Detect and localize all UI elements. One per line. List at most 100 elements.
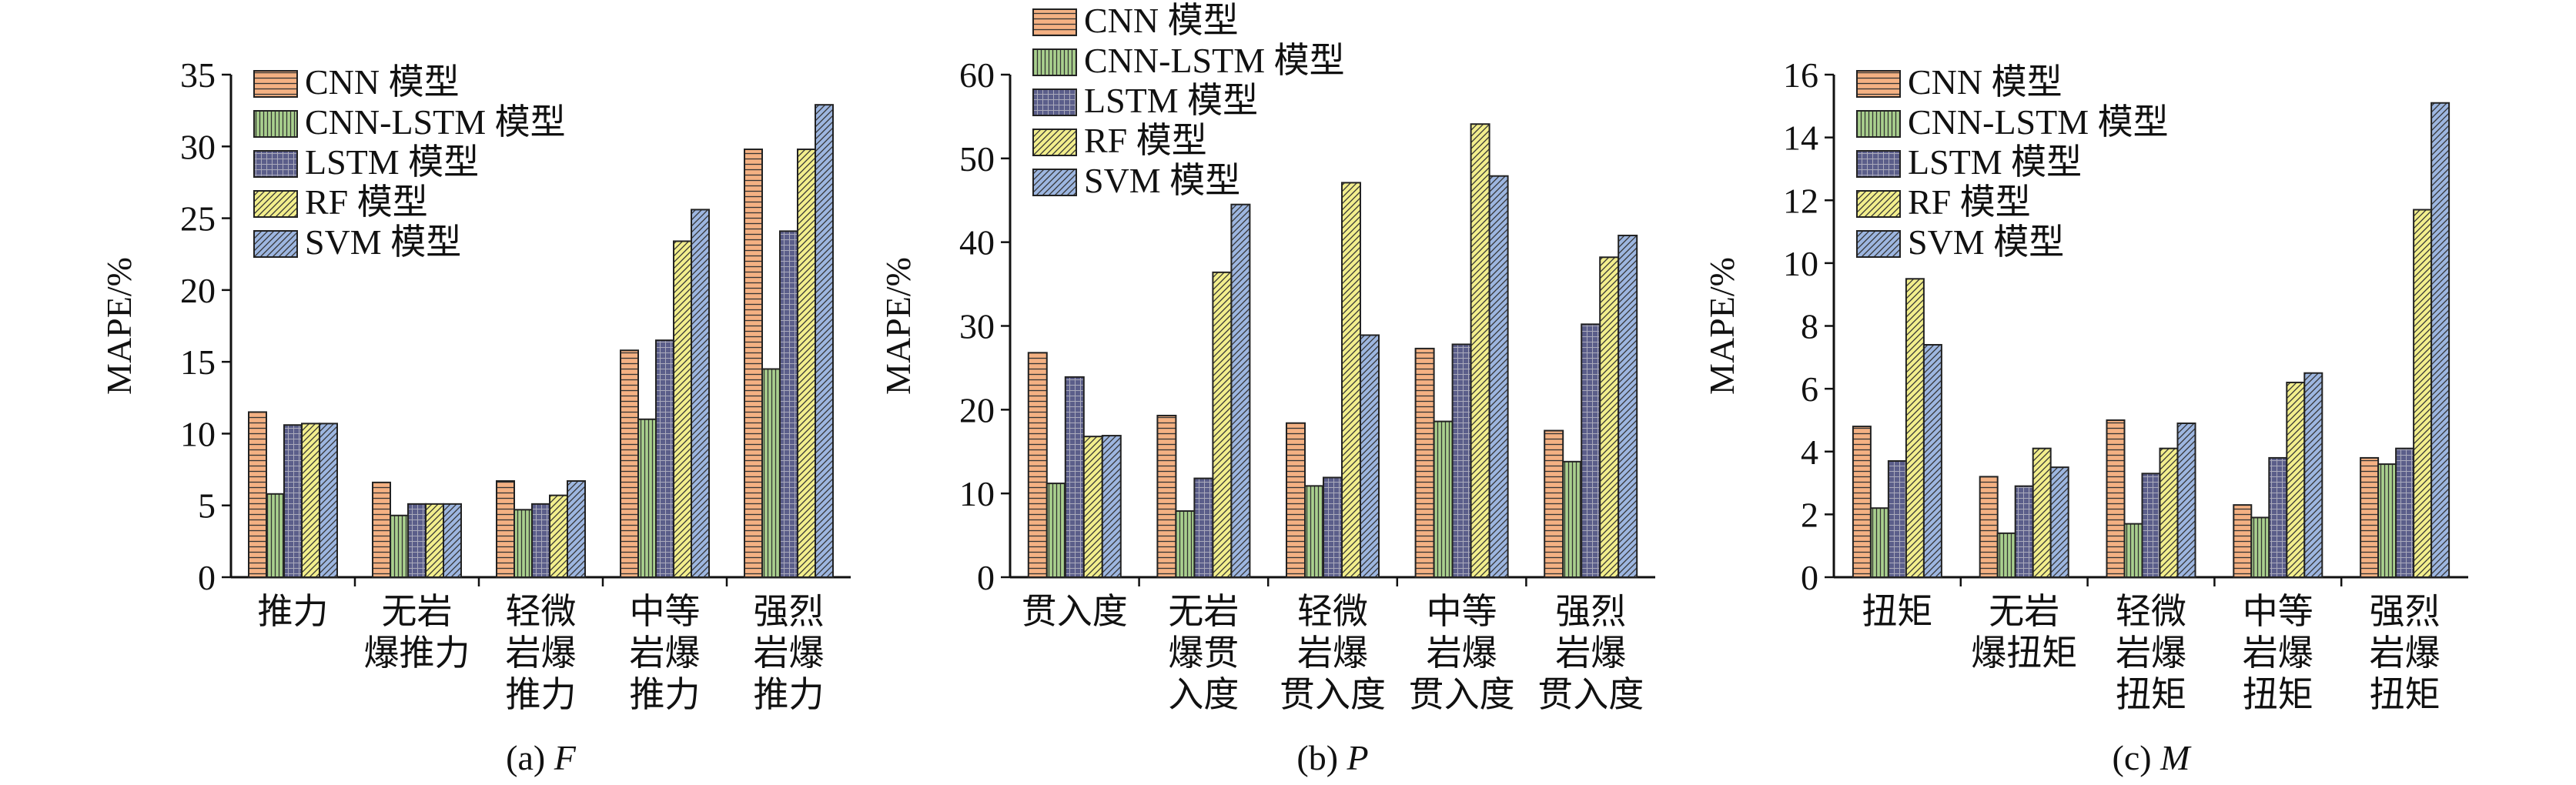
- bar: [1360, 334, 1380, 578]
- y-tick-label: 10: [1783, 244, 1818, 283]
- legend-swatch: [1856, 150, 1901, 178]
- legend-swatch: [253, 110, 298, 138]
- bar: [443, 503, 462, 578]
- legend-swatch: [253, 70, 298, 98]
- x-tick-label: 贯入度: [1022, 592, 1128, 631]
- chart-panel-F: 0 5 10 15 20 25 30 35 MAPE/% 推力 无岩爆推力轻微岩爆推力中等岩爆推力强…: [99, 55, 851, 777]
- y-tick-label: 0: [1801, 558, 1818, 597]
- bar: [1045, 483, 1066, 579]
- bar: [1562, 460, 1583, 578]
- panel-caption: (c) M: [2113, 738, 2193, 777]
- bar: [2413, 209, 2433, 578]
- chart-panel-P: 0 10 20 30 40 50 60 MAPE/% 贯入度 无岩爆贯入度轻微岩爆贯入度中等岩爆贯…: [878, 1, 1655, 777]
- y-tick-label: 2: [1801, 495, 1818, 534]
- x-tick-label: 强烈岩爆扭矩: [2370, 592, 2441, 714]
- bar: [1922, 343, 1942, 578]
- bar: [319, 423, 338, 579]
- bar: [531, 503, 550, 578]
- bar: [425, 503, 444, 578]
- bar: [1175, 510, 1196, 578]
- chart-panel-M: 0 2 4 6 8 10 12 14 16 MAPE/% 扭矩 无岩爆扭矩轻微岩爆扭矩中等岩爆扭矩强烈…: [1702, 55, 2468, 777]
- bar: [1414, 347, 1435, 578]
- x-tick-label: 中等岩爆推力: [630, 592, 701, 714]
- y-tick-label: 0: [198, 558, 216, 597]
- legend-entry: RF 模型: [1084, 121, 1207, 160]
- bar: [620, 349, 639, 578]
- y-tick-label: 10: [180, 414, 216, 453]
- bar: [2233, 504, 2253, 578]
- bar: [655, 339, 674, 578]
- x-tick-label: 推力: [258, 592, 329, 631]
- bar: [637, 418, 657, 578]
- bar: [2268, 456, 2288, 578]
- bar: [2286, 381, 2306, 578]
- legend-swatch: [1856, 70, 1901, 98]
- y-tick-label: 5: [198, 486, 216, 526]
- y-tick-label: 30: [959, 307, 995, 346]
- y-tick-label: 4: [1801, 433, 1818, 472]
- bar: [1193, 477, 1214, 578]
- bar: [1451, 343, 1472, 578]
- y-tick-label: 35: [180, 55, 216, 95]
- legend-entry: CNN 模型: [1084, 1, 1239, 40]
- bar: [2176, 423, 2196, 578]
- bar: [1027, 352, 1048, 578]
- bar: [1905, 278, 1925, 578]
- bar: [1581, 323, 1601, 578]
- legend-swatch: [1032, 129, 1077, 156]
- bar: [301, 423, 320, 579]
- legend-swatch: [1856, 190, 1901, 218]
- legend-swatch: [1032, 8, 1077, 36]
- y-tick-label: 6: [1801, 369, 1818, 409]
- legend-entry: CNN 模型: [1908, 62, 2062, 102]
- y-tick-label: 30: [180, 127, 216, 166]
- legend-entry: CNN 模型: [305, 62, 460, 102]
- legend-entry: CNN-LSTM 模型: [1084, 41, 1345, 80]
- bar: [248, 411, 267, 579]
- bar: [567, 479, 586, 578]
- y-tick-label: 14: [1783, 119, 1818, 158]
- y-tick-label: 10: [959, 474, 995, 513]
- x-tick-label: 强烈岩爆推力: [754, 592, 825, 714]
- bar: [1212, 271, 1233, 578]
- bar: [2141, 473, 2161, 578]
- bar: [797, 149, 816, 578]
- bar: [2430, 102, 2451, 578]
- bar: [2106, 419, 2126, 578]
- y-tick-label: 50: [959, 139, 995, 179]
- legend-entry: SVM 模型: [1084, 161, 1240, 200]
- bar: [283, 424, 303, 579]
- bar: [1852, 426, 1872, 578]
- bar: [407, 503, 427, 578]
- bar: [815, 104, 834, 578]
- bar: [2360, 456, 2380, 578]
- y-tick-label: 15: [180, 342, 216, 382]
- bar: [1304, 485, 1324, 578]
- bar: [2014, 485, 2034, 578]
- bar: [2250, 516, 2270, 578]
- bar: [761, 368, 781, 578]
- bar: [1341, 182, 1361, 578]
- bar: [1979, 476, 1999, 579]
- bar: [2049, 466, 2069, 578]
- y-tick-label: 60: [959, 55, 995, 95]
- y-axis-label: MAPE/%: [878, 257, 918, 395]
- y-tick-label: 40: [959, 223, 995, 262]
- legend-entry: CNN-LSTM 模型: [305, 102, 566, 142]
- bar: [2303, 372, 2323, 578]
- bar: [691, 209, 710, 578]
- bar: [1101, 435, 1122, 578]
- x-tick-label: 中等岩爆扭矩: [2243, 592, 2313, 714]
- x-tick-label: 无岩爆推力: [364, 592, 470, 673]
- bar: [2395, 447, 2415, 579]
- legend-swatch: [253, 190, 298, 218]
- y-tick-label: 20: [959, 390, 995, 429]
- bar: [1618, 234, 1638, 578]
- bar: [1996, 532, 2016, 578]
- bar: [1082, 436, 1103, 578]
- legend-entry: SVM 模型: [1908, 222, 2064, 262]
- bar: [1887, 459, 1907, 579]
- y-tick-label: 25: [180, 199, 216, 239]
